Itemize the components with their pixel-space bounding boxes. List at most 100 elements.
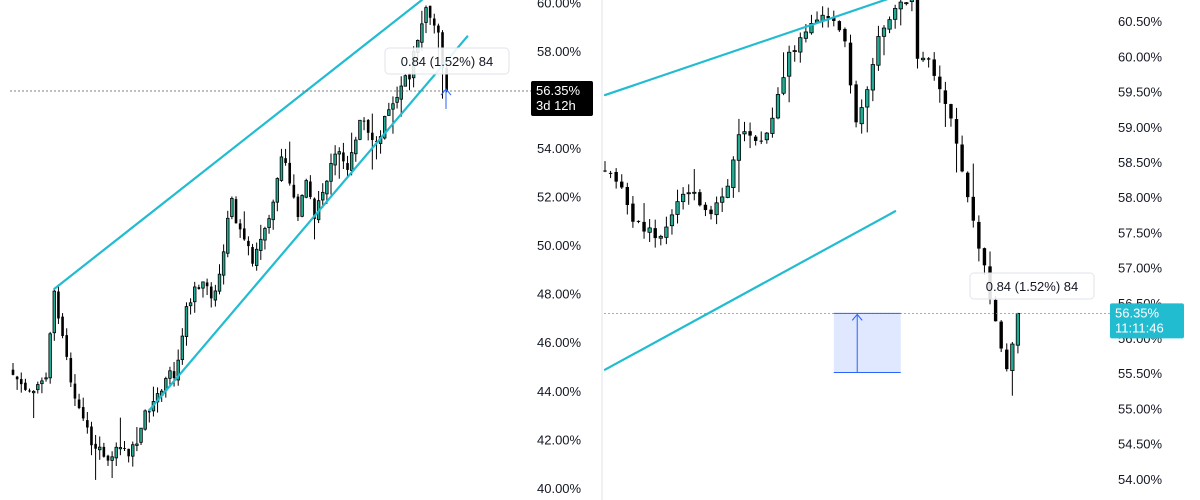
price-range-measure[interactable] — [833, 312, 901, 374]
candle-body-up — [333, 153, 337, 166]
candle-body-down — [832, 17, 836, 21]
candle-body-up — [893, 8, 898, 20]
candle — [647, 218, 652, 242]
candle — [770, 107, 775, 138]
price-tag: 56.35%11:11:46 — [1110, 303, 1184, 339]
candle — [304, 178, 308, 199]
candle-body-up — [226, 217, 230, 254]
y-tick-label: 46.00% — [537, 335, 582, 350]
candle — [391, 96, 395, 134]
measure-label[interactable]: 0.84 (1.52%) 84 — [969, 272, 1095, 300]
candle-body-down — [1005, 349, 1009, 370]
candle — [238, 219, 242, 238]
channel-upper-line[interactable] — [603, 0, 895, 97]
candle — [123, 441, 126, 452]
candle-body-up — [731, 159, 736, 188]
y-axis[interactable]: 60.00%58.00%56.00%54.00%52.00%50.00%48.0… — [537, 0, 582, 496]
candle — [254, 242, 259, 271]
candle — [387, 102, 391, 116]
candle — [399, 76, 403, 117]
candle-body-up — [188, 302, 193, 307]
candle — [382, 115, 387, 140]
candle-body-down — [81, 407, 85, 419]
candle-body-down — [28, 390, 31, 392]
y-tick-label: 52.00% — [537, 190, 582, 205]
candle-body-up — [714, 202, 719, 216]
candle — [926, 57, 931, 68]
y-tick-label: 44.00% — [537, 384, 582, 399]
candle-body-up — [271, 201, 275, 221]
candle-body-down — [960, 144, 964, 172]
candle — [131, 441, 135, 467]
candle — [205, 278, 209, 296]
candle — [358, 119, 362, 141]
candle-body-down — [408, 74, 411, 80]
candle — [135, 427, 139, 452]
candle — [184, 302, 189, 346]
candle — [143, 409, 147, 431]
candle — [24, 378, 27, 391]
candle — [675, 189, 680, 224]
candle-body-up — [787, 51, 792, 77]
candle-body-down — [966, 172, 970, 198]
candle-body-down — [625, 186, 630, 205]
candle — [876, 25, 881, 71]
candle — [114, 442, 118, 467]
candle — [714, 196, 719, 225]
candle-body-up — [387, 109, 391, 116]
candle — [843, 27, 847, 48]
candle — [1015, 312, 1021, 354]
candle-body-up — [358, 119, 362, 140]
channel-lower-line[interactable] — [148, 35, 469, 412]
candle — [620, 174, 624, 189]
y-tick-label: 57.00% — [1118, 261, 1163, 276]
candle — [753, 135, 758, 146]
candle — [403, 74, 408, 87]
candle-body-up — [647, 227, 652, 233]
y-tick-label: 59.50% — [1118, 85, 1163, 100]
candle — [428, 5, 432, 25]
candle-body-up — [424, 7, 428, 23]
chart-right-panel[interactable]: 0.84 (1.52%) 84 60.50% 60.00% 59.50% 59.00% 5… — [601, 0, 1184, 500]
candle-body-down — [362, 120, 366, 122]
candle-body-down — [342, 152, 345, 162]
price-tag-countdown: 11:11:46 — [1115, 320, 1164, 335]
candle — [614, 168, 618, 189]
candle — [349, 132, 354, 176]
candle — [681, 187, 686, 210]
chart-left-panel[interactable]: 0.84 (1.52%) 84 60.00%58.00%56.00%54.00%5… — [10, 0, 593, 496]
candle-body-up — [213, 290, 218, 301]
candle-body-down — [238, 223, 242, 230]
candle — [221, 244, 226, 285]
candle-body-down — [932, 59, 936, 76]
candle — [313, 197, 316, 240]
y-axis[interactable]: 60.50% 60.00% 59.50% 59.00% 58.50% 58.00% 57.5… — [1118, 14, 1163, 487]
candle — [420, 10, 424, 52]
candles — [603, 0, 1021, 396]
candle-body-down — [24, 382, 27, 390]
candle-body-up — [201, 281, 205, 289]
candle-body-up — [143, 410, 147, 430]
candle — [938, 65, 942, 103]
measure-label[interactable]: 0.84 (1.52%) 84 — [384, 47, 510, 75]
candle-body-up — [798, 37, 803, 53]
channel-lower-line[interactable] — [603, 210, 897, 371]
channel-upper-line[interactable] — [53, 0, 423, 290]
candle — [977, 215, 981, 262]
candle-body-up — [792, 50, 797, 53]
candle — [625, 182, 630, 215]
candle-body-down — [205, 282, 209, 287]
candle-body-down — [172, 371, 176, 378]
candle — [686, 184, 691, 205]
candle-body-down — [854, 84, 858, 123]
candle-body-down — [15, 376, 19, 380]
candle — [180, 328, 185, 365]
candle-body-down — [94, 443, 97, 449]
candle-body-down — [284, 158, 287, 163]
candle-body-down — [636, 220, 641, 222]
measure-arrow-icon — [851, 313, 863, 321]
candle — [408, 72, 411, 91]
candle-body-down — [759, 140, 763, 142]
candle — [102, 442, 106, 458]
